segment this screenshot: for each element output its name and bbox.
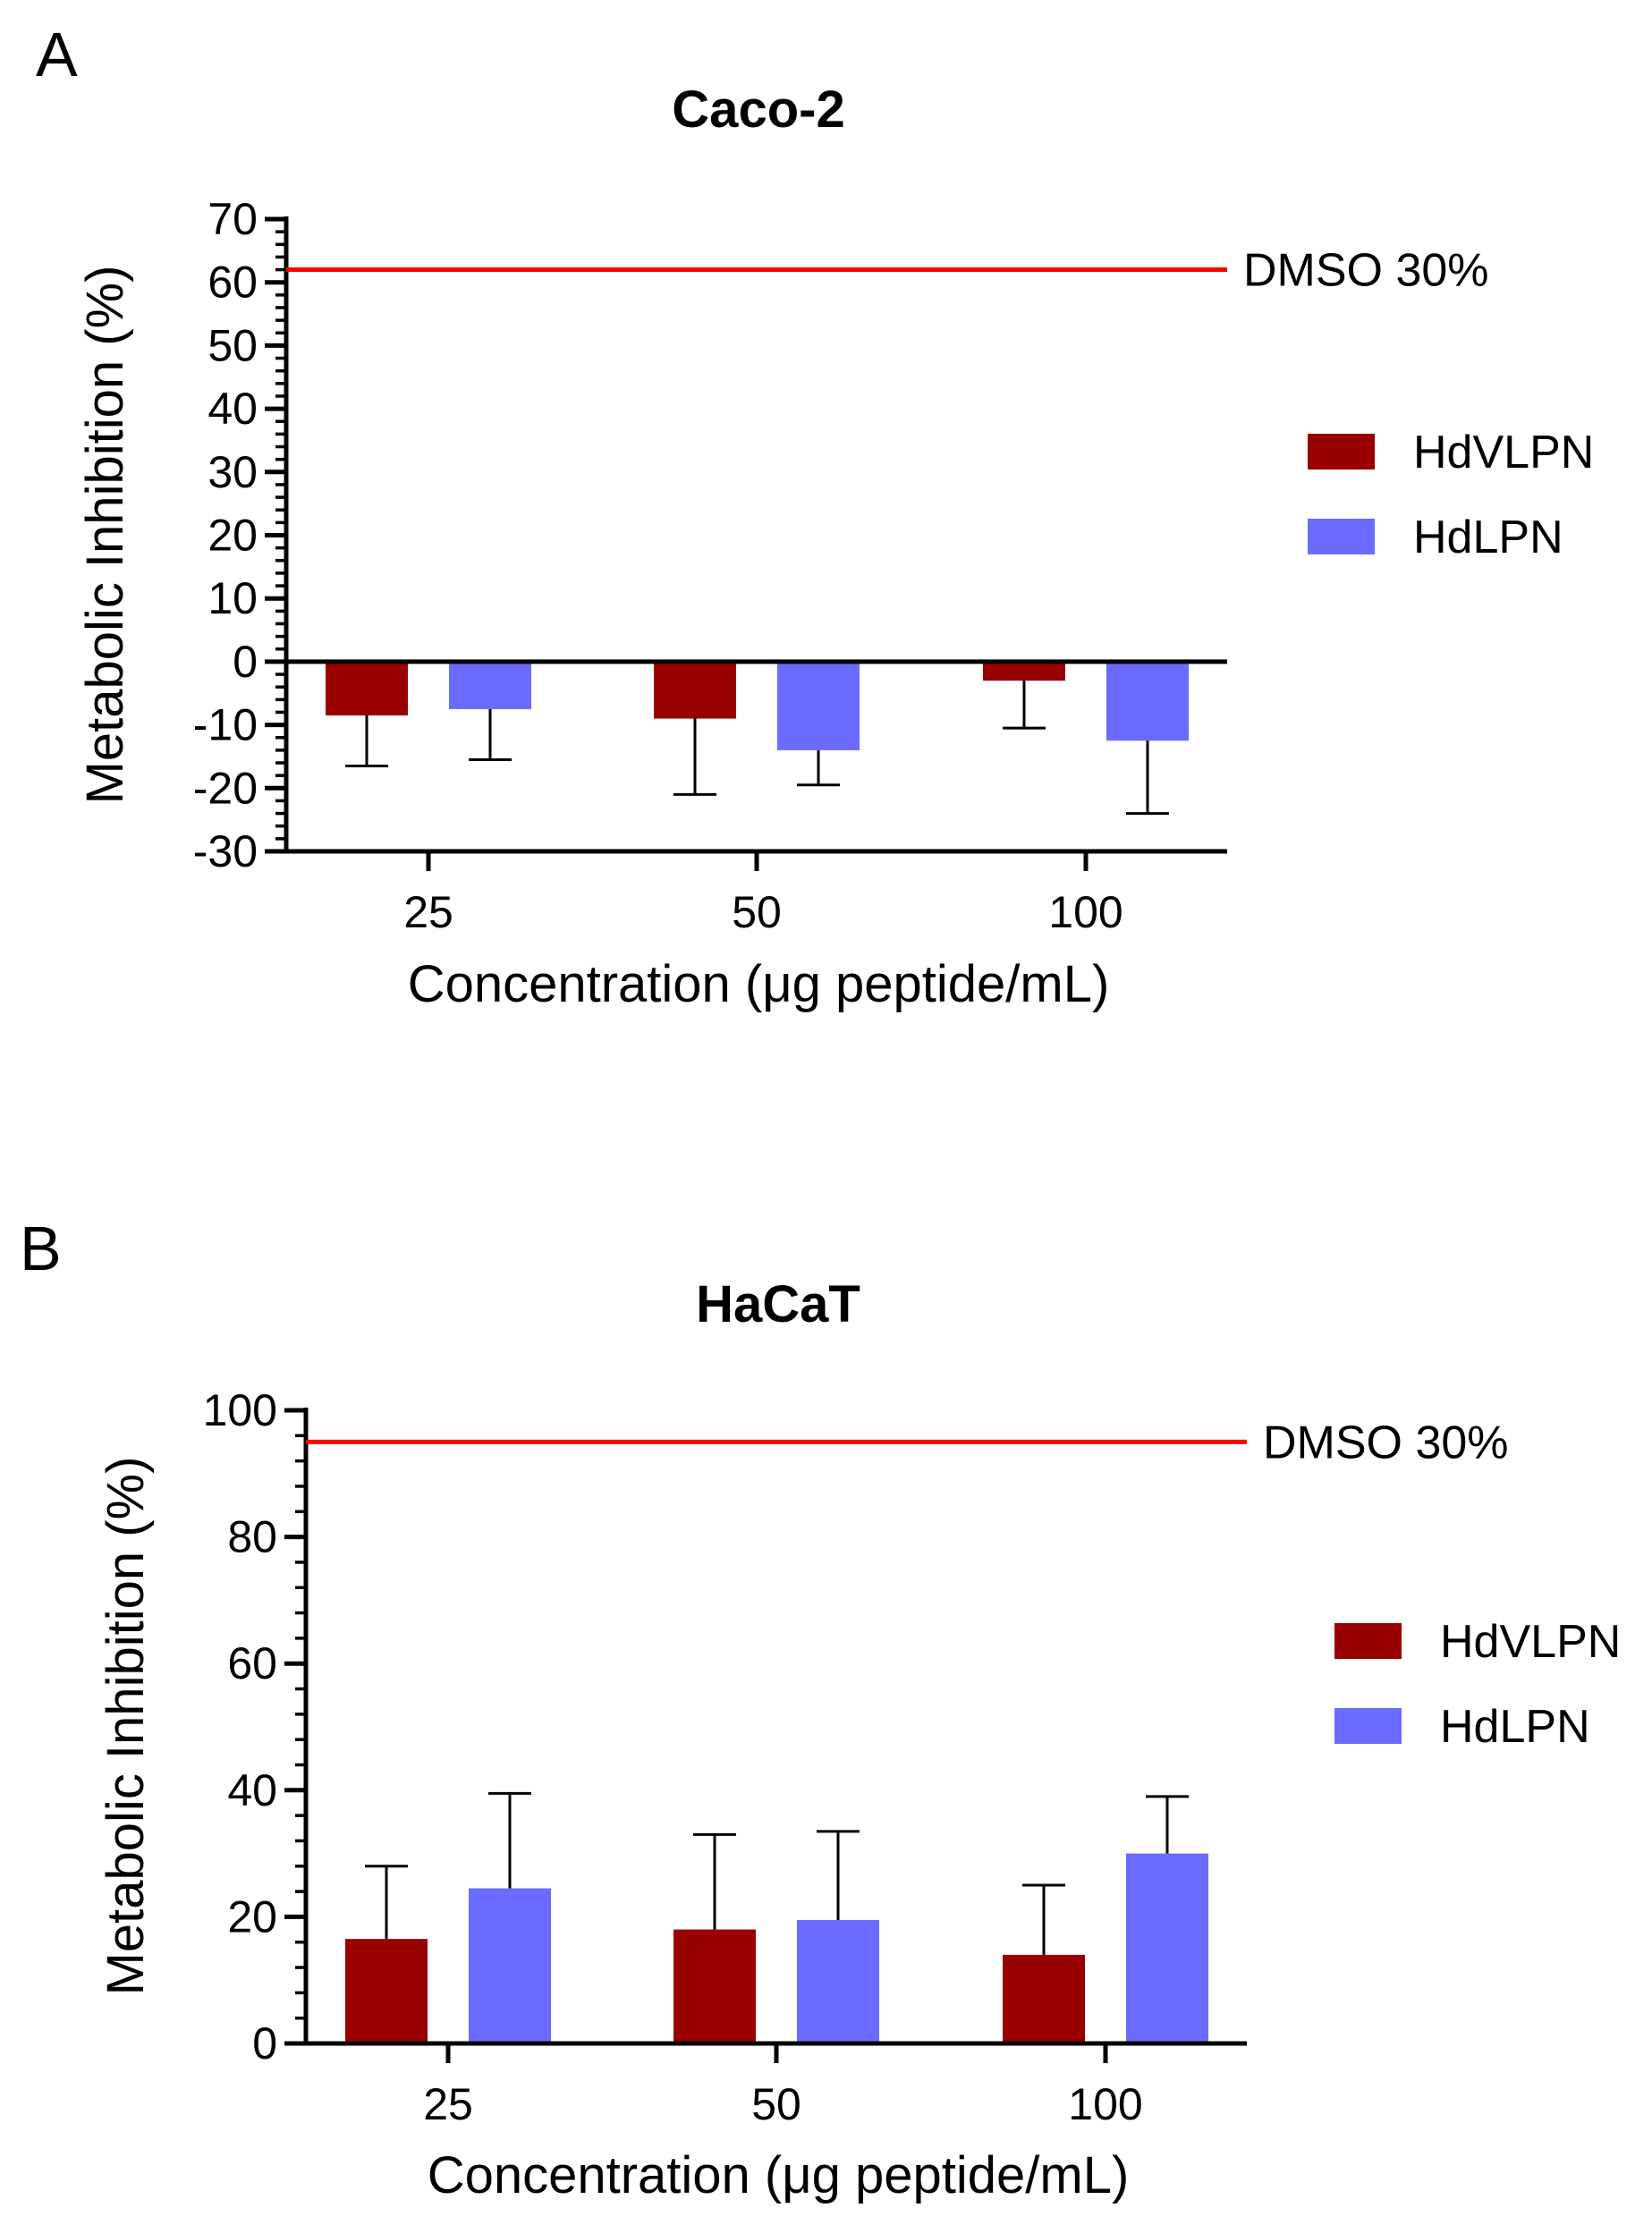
x-axis-label: Concentration (μg peptide/mL): [428, 2146, 1130, 2204]
x-tick-label: 100: [1068, 2079, 1142, 2129]
chart-b: 100 80 60 40 20 0 Metabolic Inhibition (%) 25 50…: [97, 1385, 1621, 2204]
x-tick-label: 50: [732, 887, 782, 937]
y-tick-label: 50: [208, 320, 258, 370]
reference-line-label: DMSO 30%: [1243, 245, 1489, 297]
legend-label: HdVLPN: [1413, 427, 1594, 478]
y-tick-label: 0: [252, 2018, 277, 2068]
legend-label: HdLPN: [1440, 1701, 1590, 1753]
bar-hdlpn-100: [1126, 1853, 1208, 2043]
bar-hdvlpn-25: [326, 661, 408, 715]
bar-hdlpn-25: [449, 661, 531, 709]
chart-a-title: Caco-2: [672, 80, 844, 139]
bar-hdvlpn-50: [674, 1929, 756, 2043]
bar-hdlpn-25: [469, 1888, 551, 2043]
y-tick-label: 0: [233, 637, 258, 687]
y-tick-label: -20: [193, 763, 258, 813]
panel-letter-a: A: [36, 20, 78, 89]
bar-hdvlpn-50: [654, 661, 736, 719]
bar-hdlpn-50: [797, 1919, 879, 2043]
y-tick-label: 40: [227, 1765, 277, 1815]
bar-hdvlpn-100: [983, 661, 1065, 681]
x-tick-label: 50: [751, 2079, 801, 2129]
y-axis-label: Metabolic Inhibition (%): [76, 266, 134, 805]
y-tick-label: 100: [203, 1385, 277, 1435]
bar-hdvlpn-100: [1003, 1954, 1085, 2043]
y-tick-label: 60: [227, 1638, 277, 1688]
x-tick-label: 100: [1048, 887, 1123, 937]
legend-swatch-hdlpn: [1308, 519, 1375, 554]
panel-letter-b: B: [20, 1214, 62, 1283]
y-axis-label: Metabolic Inhibition (%): [97, 1457, 155, 1996]
bar-hdlpn-50: [777, 661, 860, 750]
x-tick-label: 25: [403, 887, 453, 937]
y-tick-label: -10: [193, 700, 258, 750]
y-tick-label: 20: [227, 1891, 277, 1942]
y-tick-label: 10: [208, 573, 258, 623]
legend-swatch-hdlpn: [1334, 1708, 1402, 1744]
y-tick-label: 30: [208, 447, 258, 497]
x-tick-label: 25: [423, 2079, 473, 2129]
legend-label: HdVLPN: [1440, 1616, 1621, 1668]
x-axis-label: Concentration (μg peptide/mL): [408, 955, 1110, 1013]
legend-swatch-hdvlpn: [1334, 1623, 1402, 1659]
legend-label: HdLPN: [1413, 512, 1563, 563]
reference-line-label: DMSO 30%: [1263, 1417, 1509, 1468]
y-tick-label: -30: [193, 826, 258, 876]
y-tick-label: 70: [208, 194, 258, 244]
legend-swatch-hdvlpn: [1308, 434, 1375, 470]
y-tick-label: 40: [208, 384, 258, 434]
y-tick-label: 60: [208, 258, 258, 308]
y-tick-label: 80: [227, 1512, 277, 1562]
bar-hdlpn-100: [1106, 661, 1189, 741]
chart-b-title: HaCaT: [696, 1275, 860, 1333]
bar-hdvlpn-25: [345, 1939, 428, 2043]
y-tick-label: 20: [208, 511, 258, 561]
